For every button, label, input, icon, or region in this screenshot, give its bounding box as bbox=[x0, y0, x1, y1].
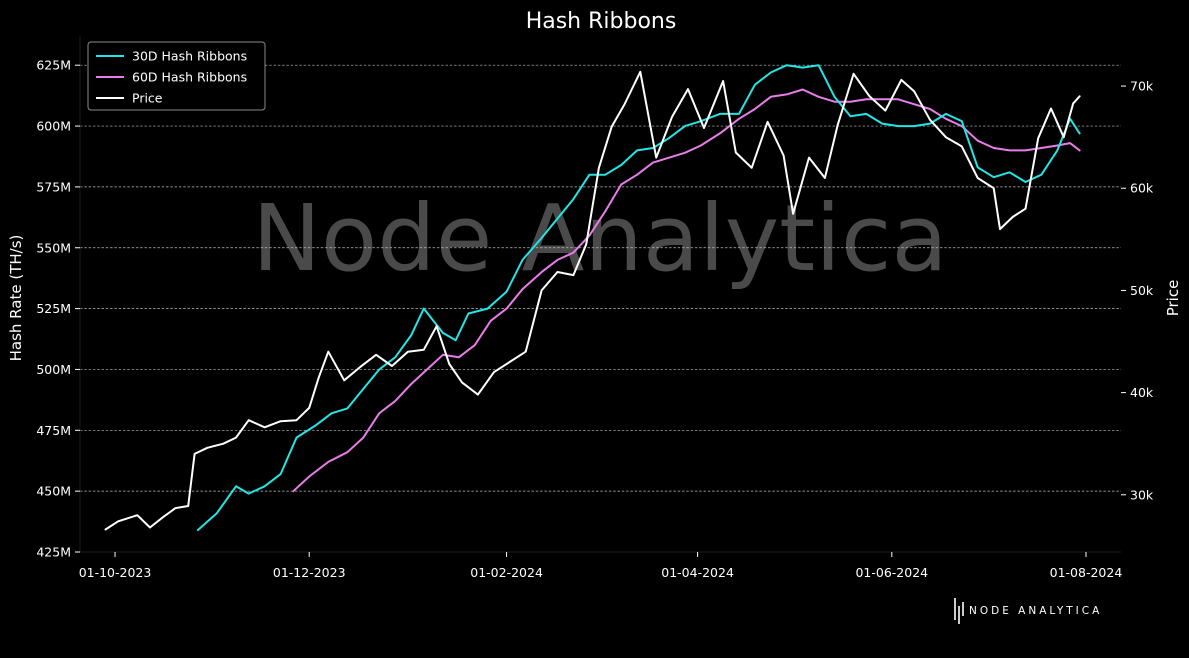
y-left-tick-label: 425M bbox=[36, 545, 71, 560]
y-left-tick-label: 625M bbox=[36, 58, 71, 73]
legend-label: Price bbox=[132, 91, 163, 106]
chart-title: Hash Ribbons bbox=[526, 9, 677, 34]
legend-label: 30D Hash Ribbons bbox=[132, 49, 247, 64]
y-axis-left-label: Hash Rate (TH/s) bbox=[7, 235, 25, 362]
x-tick-label: 01-08-2024 bbox=[1050, 565, 1123, 580]
x-axis: 01-10-2023 01-12-2023 01-02-2024 01-04-2024… bbox=[79, 552, 1123, 580]
y-right-tick-label: 30k bbox=[1130, 487, 1154, 502]
y-right-tick-label: 40k bbox=[1130, 385, 1154, 400]
series-layer bbox=[104, 64, 1081, 532]
y-left-tick-label: 475M bbox=[36, 423, 71, 438]
y-left-tick-label: 500M bbox=[36, 362, 71, 377]
x-tick-label: 01-10-2023 bbox=[79, 565, 152, 580]
watermark: Node Analytica bbox=[252, 185, 948, 292]
y-axis-right-label: Price bbox=[1164, 280, 1182, 317]
legend-label: 60D Hash Ribbons bbox=[132, 70, 247, 85]
y-left-tick-label: 550M bbox=[36, 240, 71, 255]
y-axis-right: 30k 40k 50k 60k 70k bbox=[1121, 79, 1154, 502]
series-line-60d-hash-ribbons bbox=[292, 88, 1081, 493]
logo-text: NODE ANALYTICA bbox=[969, 605, 1102, 617]
x-tick-label: 01-02-2024 bbox=[470, 565, 543, 580]
series-line-price bbox=[104, 70, 1081, 531]
y-right-tick-label: 60k bbox=[1130, 181, 1154, 196]
y-right-tick-label: 50k bbox=[1130, 283, 1154, 298]
y-left-tick-label: 575M bbox=[36, 179, 71, 194]
x-tick-label: 01-06-2024 bbox=[855, 565, 928, 580]
x-tick-label: 01-12-2023 bbox=[273, 565, 346, 580]
y-left-tick-label: 600M bbox=[36, 119, 71, 134]
x-tick-label: 01-04-2024 bbox=[661, 565, 734, 580]
y-left-tick-label: 450M bbox=[36, 484, 71, 499]
series-line-30d-hash-ribbons bbox=[196, 64, 1081, 532]
legend-box bbox=[87, 41, 266, 111]
y-axis-left: 425M 450M 475M 500M 525M 550M 575M 600M 625M bbox=[36, 58, 80, 560]
legend: 30D Hash Ribbons 60D Hash Ribbons Price bbox=[87, 41, 266, 111]
brand-logo: NODE ANALYTICA bbox=[954, 598, 1102, 624]
y-right-tick-label: 70k bbox=[1130, 79, 1154, 94]
y-left-tick-label: 525M bbox=[36, 301, 71, 316]
